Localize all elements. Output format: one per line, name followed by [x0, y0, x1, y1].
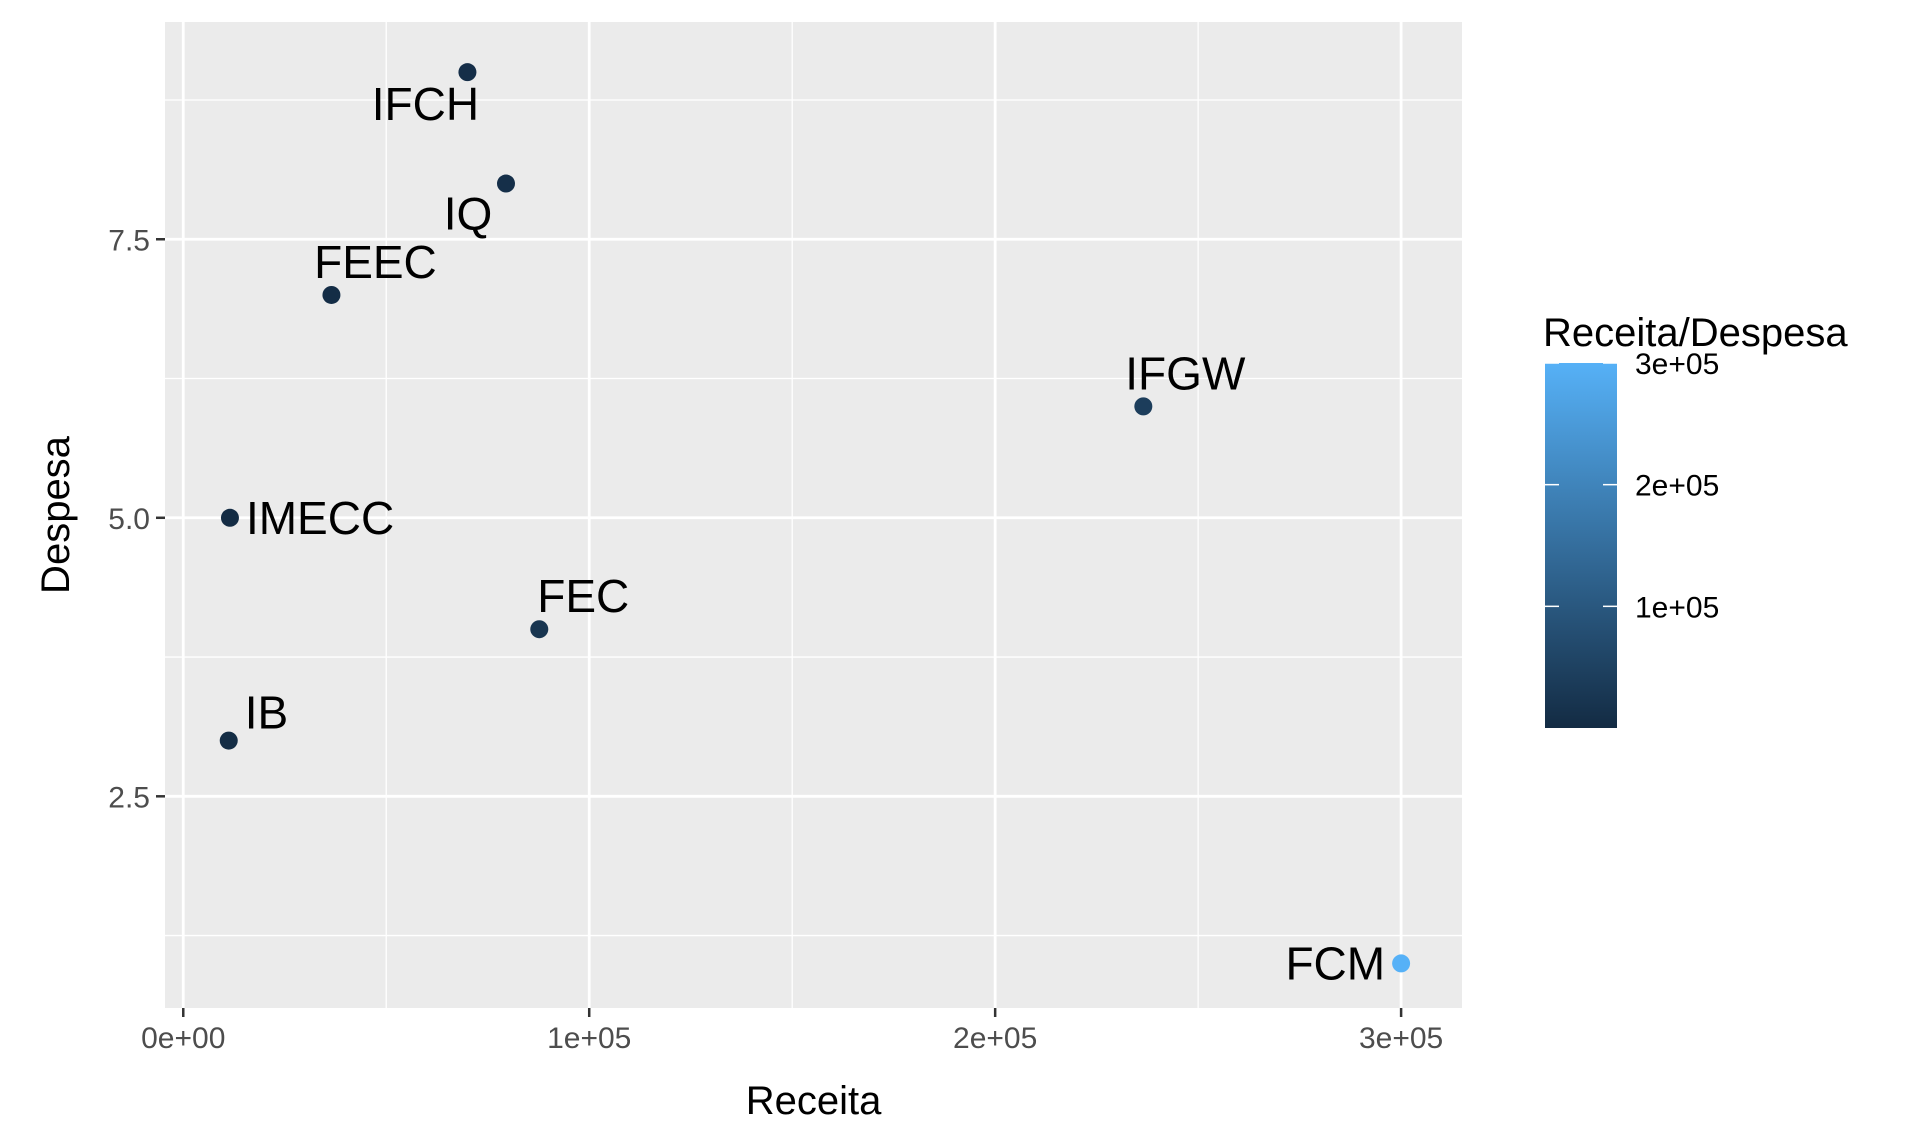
data-point: [322, 285, 341, 304]
color-legend: Receita/Despesa 1e+05 2e+05 3e+05: [1543, 311, 1848, 728]
data-point: [530, 620, 549, 639]
x-axis-title: Receita: [746, 1079, 882, 1123]
x-tick-label: 1e+05: [547, 1022, 631, 1055]
point-label-fec: FEC: [537, 570, 629, 622]
colorbar: [1545, 363, 1617, 728]
point-label-ifch: IFCH: [372, 78, 479, 130]
y-tick-label: 7.5: [108, 224, 150, 257]
point-label-imecc: IMECC: [246, 492, 394, 544]
colorbar-label: 3e+05: [1635, 348, 1719, 381]
y-axis-title: Despesa: [34, 435, 78, 594]
x-tick-label: 0e+00: [141, 1022, 225, 1055]
colorbar-label: 2e+05: [1635, 470, 1719, 503]
colorbar-label: 1e+05: [1635, 591, 1719, 624]
minor-gridlines: [165, 22, 1462, 1008]
data-point: [219, 731, 238, 750]
data-point: [1134, 397, 1153, 416]
major-gridlines: [165, 22, 1462, 1008]
y-tick-label: 5.0: [108, 503, 150, 536]
data-point: [220, 508, 239, 527]
legend-title: Receita/Despesa: [1543, 311, 1848, 355]
plot-panel: [165, 22, 1462, 1008]
point-label-feec: FEEC: [314, 236, 437, 288]
x-tick-label: 3e+05: [1359, 1022, 1443, 1055]
data-point: [496, 174, 515, 193]
x-axis: 0e+00 1e+05 2e+05 3e+05: [141, 1008, 1443, 1055]
data-point: [1392, 954, 1411, 973]
colorbar-ticks: 1e+05 2e+05 3e+05: [1545, 348, 1719, 624]
point-label-iq: IQ: [444, 188, 493, 240]
point-label-ib: IB: [245, 687, 288, 739]
point-label-ifgw: IFGW: [1125, 347, 1246, 399]
data-point: [458, 63, 477, 82]
point-label-fcm: FCM: [1285, 937, 1385, 989]
data-points: [219, 63, 1411, 973]
y-axis: 2.5 5.0 7.5: [108, 224, 165, 814]
y-tick-label: 2.5: [108, 781, 150, 814]
x-tick-label: 2e+05: [953, 1022, 1037, 1055]
